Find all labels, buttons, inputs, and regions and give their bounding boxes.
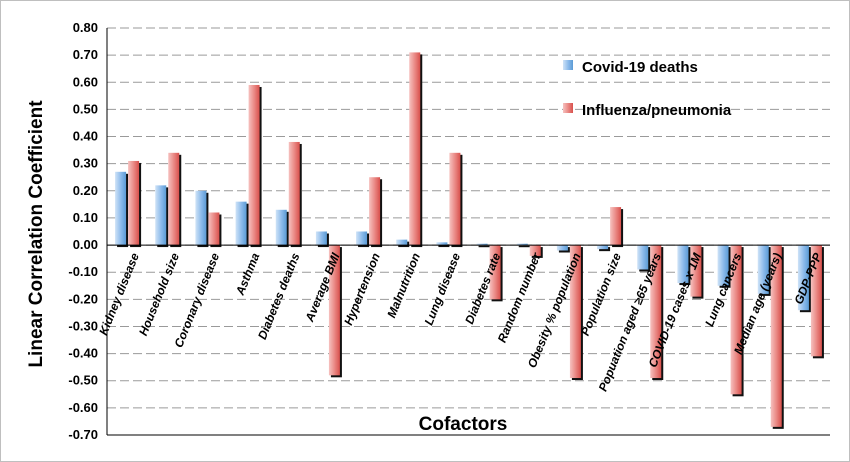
axes bbox=[106, 28, 830, 436]
bar-covid bbox=[436, 242, 448, 246]
category-label: Coronary disease bbox=[171, 251, 222, 350]
bar-covid bbox=[235, 201, 247, 246]
y-tick-label: 0.80 bbox=[73, 20, 98, 35]
bar-covid bbox=[597, 245, 609, 250]
bar-covid bbox=[516, 243, 528, 246]
y-tick-label: 0.70 bbox=[73, 47, 98, 62]
bar-covid bbox=[757, 245, 769, 294]
bar-covid bbox=[556, 245, 568, 251]
category-label: Asthma bbox=[233, 251, 263, 298]
y-tick-label: 0.60 bbox=[73, 74, 98, 89]
bar-influenza bbox=[328, 245, 340, 376]
bar-influenza bbox=[730, 245, 742, 395]
bar-covid bbox=[195, 190, 207, 246]
bar-influenza bbox=[489, 245, 501, 300]
bar-covid bbox=[155, 185, 167, 246]
y-tick-label: 0.40 bbox=[73, 129, 98, 144]
y-tick-label: -0.40 bbox=[68, 346, 98, 361]
bar-influenza bbox=[369, 177, 381, 246]
bar-covid bbox=[677, 245, 689, 284]
bar-covid bbox=[396, 239, 408, 246]
bar-influenza bbox=[208, 212, 220, 246]
bar-covid bbox=[717, 245, 729, 286]
category-label: Malnutrition bbox=[384, 251, 423, 320]
bar-influenza bbox=[690, 245, 702, 297]
x-axis-label: Cofactors bbox=[419, 414, 508, 435]
y-tick-label: 0.10 bbox=[73, 210, 98, 225]
y-tick-label: 0.00 bbox=[73, 237, 98, 252]
bar-influenza bbox=[770, 245, 782, 427]
bar-influenza bbox=[810, 245, 822, 357]
bar-covid bbox=[637, 245, 649, 270]
bar-influenza bbox=[128, 160, 140, 246]
bar-shadow bbox=[438, 244, 450, 248]
category-label: Household size bbox=[136, 251, 182, 338]
bar-influenza bbox=[248, 84, 260, 246]
legend-swatch-influenza bbox=[563, 103, 573, 113]
legend-swatch-covid bbox=[563, 60, 573, 70]
bar-influenza bbox=[168, 152, 180, 246]
bar-covid bbox=[115, 171, 127, 246]
y-tick-label: -0.70 bbox=[68, 427, 98, 442]
bar-covid bbox=[315, 231, 327, 246]
y-axis-label: Linear Correlation Coefficient bbox=[26, 100, 47, 368]
y-tick-labels: -0.70 -0.60 -0.50 -0.40 -0.30 -0.20 -0.10 0.00 0… bbox=[68, 20, 98, 442]
y-tick-label: -0.60 bbox=[68, 400, 98, 415]
y-tick-label: 0.30 bbox=[73, 156, 98, 171]
bar-covid bbox=[275, 209, 287, 246]
y-tick-label: -0.10 bbox=[68, 264, 98, 279]
category-label: Hypertension bbox=[341, 251, 383, 327]
bar-influenza bbox=[529, 245, 541, 256]
category-label: Diabetes deaths bbox=[255, 251, 303, 342]
bar-covid bbox=[356, 231, 368, 246]
category-label: Lung disease bbox=[421, 251, 463, 328]
y-tick-label: -0.50 bbox=[68, 373, 98, 388]
category-label: Population size bbox=[578, 251, 624, 338]
legend-label-covid: Covid-19 deaths bbox=[582, 59, 698, 76]
category-label: Kidney disease bbox=[96, 251, 142, 338]
bars bbox=[115, 52, 824, 429]
bar-covid bbox=[797, 245, 809, 311]
legend-label-influenza: Influenza/pneumonia bbox=[582, 102, 732, 119]
bar-covid bbox=[476, 243, 488, 246]
y-tick-label: 0.50 bbox=[73, 101, 98, 116]
bar-influenza bbox=[650, 245, 662, 379]
bar-shadow bbox=[478, 245, 490, 248]
y-tick-label: -0.30 bbox=[68, 318, 98, 333]
bar-influenza bbox=[569, 245, 581, 379]
bar-influenza bbox=[288, 141, 300, 246]
bar-shadow bbox=[518, 245, 530, 248]
bar-influenza bbox=[449, 152, 461, 246]
legend: Covid-19 deaths Influenza/pneumonia bbox=[563, 59, 732, 119]
y-tick-label: 0.20 bbox=[73, 183, 98, 198]
bar-influenza bbox=[610, 207, 622, 246]
bar-influenza bbox=[409, 52, 421, 246]
y-tick-label: -0.20 bbox=[68, 291, 98, 306]
